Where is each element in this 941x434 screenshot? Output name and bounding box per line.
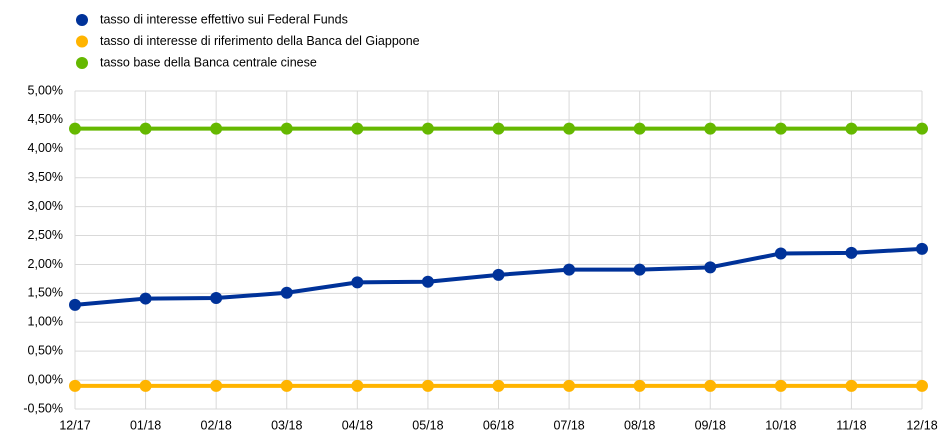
point <box>704 261 717 274</box>
point <box>421 275 434 288</box>
legend-marker <box>76 14 88 26</box>
x-tick-label: 12/17 <box>59 418 90 432</box>
point <box>280 122 293 135</box>
y-tick-label: 4,00% <box>28 141 63 155</box>
point <box>351 379 364 392</box>
point <box>704 379 717 392</box>
y-tick-label: 5,00% <box>28 83 63 97</box>
point <box>845 246 858 259</box>
point <box>139 122 152 135</box>
y-tick-label: 2,50% <box>28 228 63 242</box>
point <box>916 122 928 135</box>
x-tick-label: 09/18 <box>695 418 726 432</box>
point <box>139 379 152 392</box>
x-tick-label: 05/18 <box>412 418 443 432</box>
point <box>210 122 223 135</box>
point <box>69 298 81 311</box>
point <box>492 122 505 135</box>
point <box>421 379 434 392</box>
point <box>704 122 717 135</box>
x-tick-label: 04/18 <box>342 418 373 432</box>
point <box>563 379 576 392</box>
y-tick-label: 4,50% <box>28 112 63 126</box>
y-tick-label: 2,00% <box>28 257 63 271</box>
legend-label: tasso di interesse di riferimento della … <box>100 34 420 48</box>
point <box>774 247 787 260</box>
point <box>351 276 364 289</box>
x-tick-label: 02/18 <box>201 418 232 432</box>
point <box>351 122 364 135</box>
y-tick-label: 1,50% <box>28 286 63 300</box>
point <box>633 379 646 392</box>
point <box>845 122 858 135</box>
x-tick-label: 01/18 <box>130 418 161 432</box>
point <box>633 263 646 276</box>
x-tick-label: 12/18 <box>906 418 937 432</box>
point <box>563 263 576 276</box>
point <box>774 122 787 135</box>
point <box>69 122 81 135</box>
point <box>774 379 787 392</box>
point <box>210 379 223 392</box>
point <box>280 379 293 392</box>
x-tick-label: 10/18 <box>765 418 796 432</box>
y-tick-label: 3,50% <box>28 170 63 184</box>
point <box>139 292 152 305</box>
y-tick-label: 1,00% <box>28 315 63 329</box>
point <box>916 242 928 255</box>
point <box>633 122 646 135</box>
legend-marker <box>76 57 88 69</box>
y-tick-label: 0,00% <box>28 372 63 386</box>
point <box>421 122 434 135</box>
x-tick-label: 07/18 <box>553 418 584 432</box>
x-tick-label: 03/18 <box>271 418 302 432</box>
point <box>845 379 858 392</box>
point <box>492 268 505 281</box>
point <box>916 379 928 392</box>
x-tick-label: 11/18 <box>836 418 866 432</box>
y-tick-label: -0,50% <box>23 401 63 415</box>
legend-label: tasso di interesse effettivo sui Federal… <box>100 12 348 26</box>
point <box>210 291 223 304</box>
point <box>69 379 81 392</box>
y-tick-label: 0,50% <box>28 343 63 357</box>
y-tick-label: 3,00% <box>28 199 63 213</box>
point <box>563 122 576 135</box>
x-tick-label: 08/18 <box>624 418 655 432</box>
point <box>492 379 505 392</box>
point <box>280 286 293 299</box>
legend-marker <box>76 35 88 48</box>
x-tick-label: 06/18 <box>483 418 514 432</box>
legend-label: tasso base della Banca centrale cinese <box>100 55 317 69</box>
